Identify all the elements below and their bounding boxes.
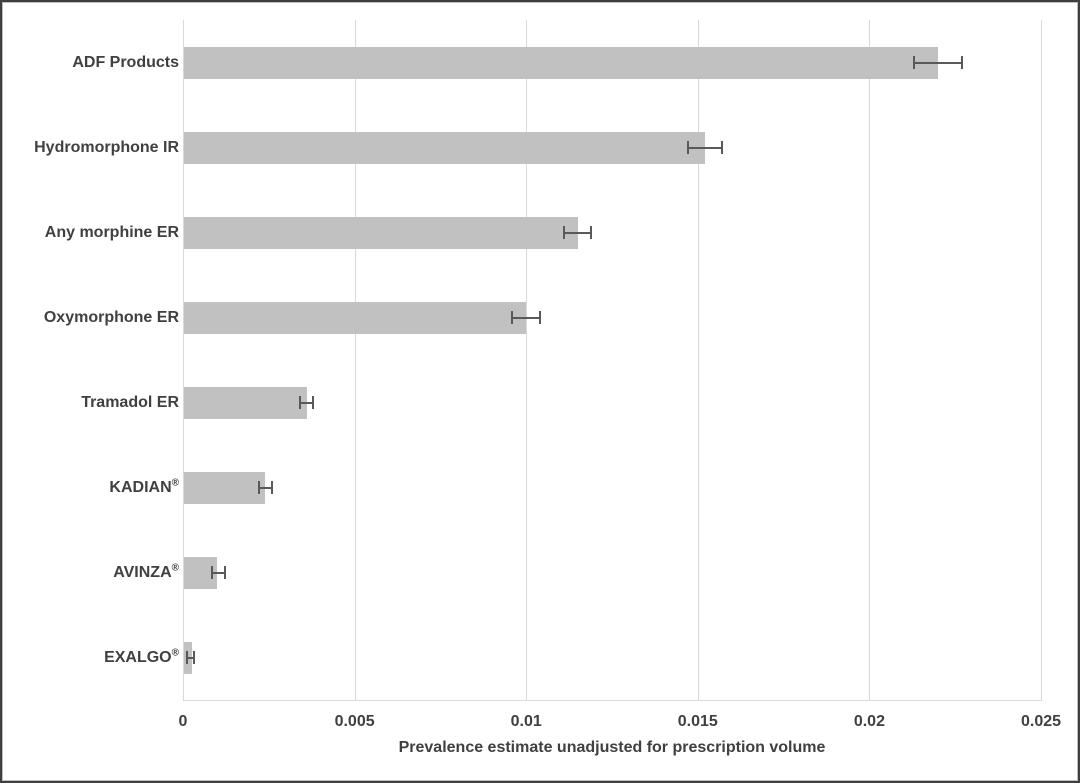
x-tick-label: 0.01 xyxy=(510,713,542,730)
error-bar-cap xyxy=(511,311,514,324)
error-bar-cap xyxy=(211,566,214,579)
error-bar-cap xyxy=(192,651,195,664)
gridline xyxy=(697,20,699,700)
error-bar xyxy=(299,401,314,404)
error-bar xyxy=(563,231,592,234)
error-bar-cap xyxy=(590,226,593,239)
error-bar-cap xyxy=(686,141,689,154)
category-label: Hydromorphone IR xyxy=(34,138,179,156)
error-bar xyxy=(212,571,225,574)
x-tick-label: 0.015 xyxy=(677,713,718,730)
error-bar xyxy=(258,486,273,489)
bar xyxy=(184,216,578,249)
category-label: Oxymorphone ER xyxy=(43,308,179,326)
category-label: Tramadol ER xyxy=(81,393,179,411)
error-bar-cap xyxy=(913,56,916,69)
bar xyxy=(184,471,266,504)
category-label: KADIAN® xyxy=(109,477,179,496)
x-axis-line xyxy=(183,700,1042,701)
bar xyxy=(184,301,527,334)
category-label: AVINZA® xyxy=(113,562,179,581)
y-axis-line xyxy=(183,20,184,700)
error-bar xyxy=(187,656,194,659)
category-label: ADF Products xyxy=(72,53,179,71)
x-tick-label: 0.02 xyxy=(853,713,885,730)
x-tick-label: 0.005 xyxy=(334,713,375,730)
x-tick-label: 0.025 xyxy=(1020,713,1062,730)
registered-mark: ® xyxy=(171,647,179,659)
error-bar-cap xyxy=(223,566,226,579)
error-bar xyxy=(512,316,540,319)
registered-mark: ® xyxy=(171,562,179,574)
error-bar-cap xyxy=(312,396,315,409)
category-label: Any morphine ER xyxy=(44,223,179,241)
category-label: EXALGO® xyxy=(104,647,179,666)
error-bar-cap xyxy=(720,141,723,154)
bar xyxy=(184,46,939,79)
error-bar-cap xyxy=(562,226,565,239)
error-bar-cap xyxy=(298,396,301,409)
error-bar-cap xyxy=(271,481,274,494)
gridline xyxy=(526,20,528,700)
x-tick-label: 0 xyxy=(178,713,188,730)
x-axis-title: Prevalence estimate unadjusted for presc… xyxy=(398,739,826,756)
gridline xyxy=(1041,20,1042,700)
registered-mark: ® xyxy=(171,477,179,489)
error-bar-cap xyxy=(538,311,541,324)
error-bar-cap xyxy=(186,651,189,664)
error-bar-cap xyxy=(961,56,964,69)
gridline xyxy=(354,20,356,700)
error-bar xyxy=(914,61,963,64)
error-bar-cap xyxy=(257,481,260,494)
bar xyxy=(184,386,307,419)
bar xyxy=(184,131,705,164)
gridline xyxy=(869,20,871,700)
error-bar xyxy=(687,146,722,149)
